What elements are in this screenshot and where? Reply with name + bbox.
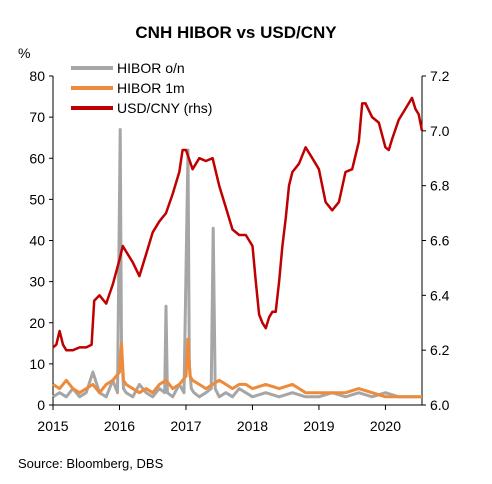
right-tick-label: 6.4: [430, 287, 450, 303]
right-tick-label: 7.0: [430, 123, 450, 139]
left-tick-label: 30: [29, 274, 45, 290]
series-line-2: [52, 96, 424, 352]
right-tick-label: 6.2: [430, 342, 450, 358]
legend: HIBOR o/n HIBOR 1m USD/CNY (rhs): [71, 60, 212, 116]
left-tick-label: 10: [29, 356, 45, 372]
legend-label-2: USD/CNY (rhs): [117, 100, 212, 116]
chart-title: CNH HIBOR vs USD/CNY: [135, 23, 337, 42]
legend-label-1: HIBOR 1m: [117, 80, 185, 96]
x-tick-label: 2015: [37, 418, 68, 434]
right-tick-label: 7.2: [430, 68, 450, 84]
left-tick-label: 40: [29, 233, 45, 249]
right-tick-label: 6.6: [430, 233, 450, 249]
x-tick-label: 2017: [170, 418, 201, 434]
left-tick-label: 70: [29, 109, 45, 125]
right-tick-label: 6.8: [430, 178, 450, 194]
left-tick-label: 50: [29, 191, 45, 207]
x-tick-label: 2018: [237, 418, 268, 434]
source-note: Source: Bloomberg, DBS: [18, 456, 164, 471]
x-tick-label: 2019: [303, 418, 334, 434]
left-tick-label: 60: [29, 150, 45, 166]
left-axis-unit: %: [18, 45, 30, 61]
left-tick-label: 0: [37, 397, 45, 413]
series-line-1: [52, 337, 422, 399]
legend-label-0: HIBOR o/n: [117, 60, 185, 76]
plot-area: 0 10 20 30 40 50 60 70 80 6.0 6.2 6.4 6.6 6.8 7.0 7.2 20…: [29, 68, 449, 434]
x-tick-label: 2016: [104, 418, 135, 434]
left-tick-label: 20: [29, 315, 45, 331]
x-tick-label: 2020: [370, 418, 401, 434]
left-tick-label: 80: [29, 68, 45, 84]
right-tick-label: 6.0: [430, 397, 450, 413]
series-line-0: [52, 128, 422, 399]
